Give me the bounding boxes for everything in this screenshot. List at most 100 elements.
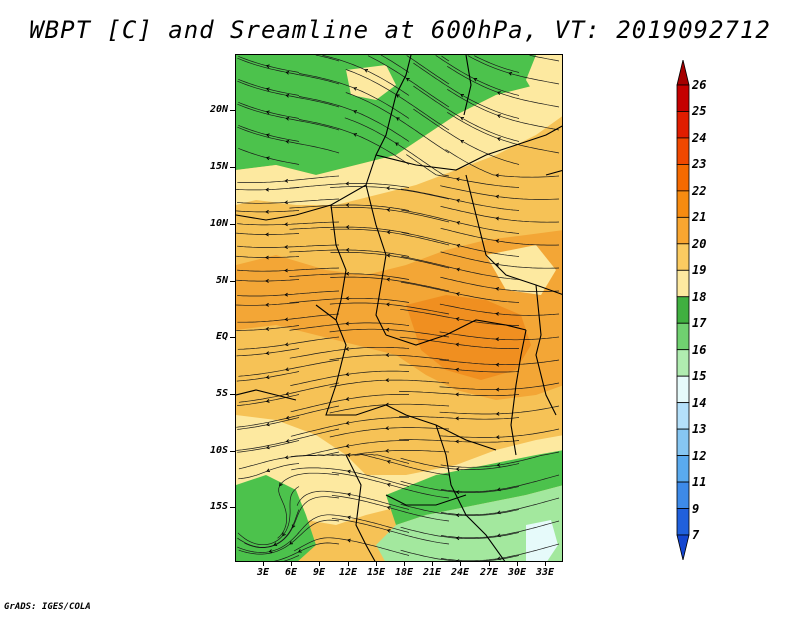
colorbar-segment xyxy=(676,349,690,377)
streamline xyxy=(236,187,300,191)
streamline xyxy=(236,325,300,331)
streamline-arrow xyxy=(455,467,460,472)
streamline-arrow xyxy=(285,391,290,396)
streamline xyxy=(283,555,300,561)
streamline-arrow xyxy=(386,277,391,282)
lon-tick xyxy=(319,561,321,566)
streamline xyxy=(331,495,450,522)
streamline xyxy=(400,188,520,211)
streamline xyxy=(289,204,410,211)
streamline-arrow xyxy=(266,468,271,473)
streamline-arrow xyxy=(273,542,278,546)
streamline xyxy=(440,205,560,223)
streamline-arrow xyxy=(289,541,294,545)
streamline xyxy=(289,273,410,280)
streamline-arrow xyxy=(345,443,350,448)
colorbar-label: 7 xyxy=(692,528,700,542)
streamline xyxy=(238,382,340,403)
streamline xyxy=(237,290,340,297)
streamline-arrow xyxy=(345,203,350,207)
streamline-arrow xyxy=(345,296,350,301)
streamline xyxy=(236,394,300,407)
lat-label: 20N xyxy=(209,104,228,115)
map-panel xyxy=(235,54,563,562)
colorbar-label: 16 xyxy=(692,342,707,357)
streamline-arrow xyxy=(495,387,500,392)
streamline-arrow xyxy=(495,435,500,440)
streamline xyxy=(447,89,560,131)
streamline xyxy=(345,92,450,154)
lon-tick xyxy=(432,561,434,566)
colorbar-label: 14 xyxy=(692,395,707,410)
streamline xyxy=(329,379,450,388)
streamline-arrow xyxy=(386,186,390,191)
streamline xyxy=(289,297,410,304)
streamline xyxy=(289,226,410,234)
colorbar-segment xyxy=(676,322,690,351)
country-borders xyxy=(236,55,562,561)
streamline xyxy=(237,198,340,204)
streamline-arrow xyxy=(345,271,350,276)
streamline-arrow xyxy=(265,87,270,92)
streamline-arrow xyxy=(345,347,349,351)
streamline-arrow xyxy=(455,342,460,347)
streamline xyxy=(238,78,300,96)
lon-label: 27E xyxy=(479,567,499,578)
colorbar-label: 12 xyxy=(692,448,707,463)
streamline xyxy=(244,496,340,549)
streamline-arrow xyxy=(345,225,350,229)
border-line xyxy=(435,424,506,561)
pale-patch-northeast xyxy=(526,55,562,105)
streamline xyxy=(236,302,300,306)
streamline xyxy=(331,518,450,545)
streamline xyxy=(440,451,560,468)
colorbar-segment xyxy=(676,164,690,192)
streamline-arrow xyxy=(455,416,459,421)
streamline-arrow xyxy=(385,302,390,307)
colorbar-label: 25 xyxy=(692,104,707,119)
streamline-arrow xyxy=(345,372,350,377)
streamline xyxy=(440,227,560,246)
streamline-arrow xyxy=(285,415,290,420)
streamline xyxy=(298,73,410,119)
border-line xyxy=(375,125,562,171)
streamline xyxy=(237,175,340,183)
lon-label: 15E xyxy=(366,567,386,578)
streamline-arrow xyxy=(473,78,478,82)
streamline-arrow xyxy=(456,243,461,248)
streamline-arrow xyxy=(285,367,289,372)
colorbar-label: 11 xyxy=(692,475,707,490)
streamline xyxy=(401,256,520,280)
streamline xyxy=(413,85,520,142)
streamline-arrow xyxy=(265,255,269,260)
streamline xyxy=(238,359,340,377)
lon-label: 6E xyxy=(284,567,298,578)
streamline-arrow xyxy=(282,532,286,537)
colorbar-segment xyxy=(676,111,690,139)
streamline xyxy=(236,405,340,428)
border-line xyxy=(345,454,376,561)
streamline-arrow xyxy=(405,78,410,82)
streamline-arrow xyxy=(353,87,358,91)
colorbar-segment xyxy=(676,455,690,483)
border-line xyxy=(365,184,387,336)
streamline-arrow xyxy=(386,459,391,464)
streamline-arrow xyxy=(455,439,459,444)
lat-tick xyxy=(230,394,235,395)
streamline xyxy=(439,405,560,415)
lat-label: 15N xyxy=(209,161,228,172)
streamline-arrow xyxy=(386,230,391,235)
southeast-light-green-region xyxy=(376,485,562,561)
lat-tick xyxy=(230,337,235,338)
streamline xyxy=(329,427,450,438)
streamline xyxy=(322,55,410,96)
streamline xyxy=(238,55,300,73)
streamline xyxy=(445,149,560,178)
streamline-arrow xyxy=(291,524,296,529)
streamline xyxy=(406,55,450,85)
lon-tick xyxy=(404,561,405,566)
streamline xyxy=(439,331,560,341)
streamline-arrow xyxy=(265,351,270,356)
colorbar-label: 22 xyxy=(692,183,707,198)
streamline xyxy=(289,249,410,257)
